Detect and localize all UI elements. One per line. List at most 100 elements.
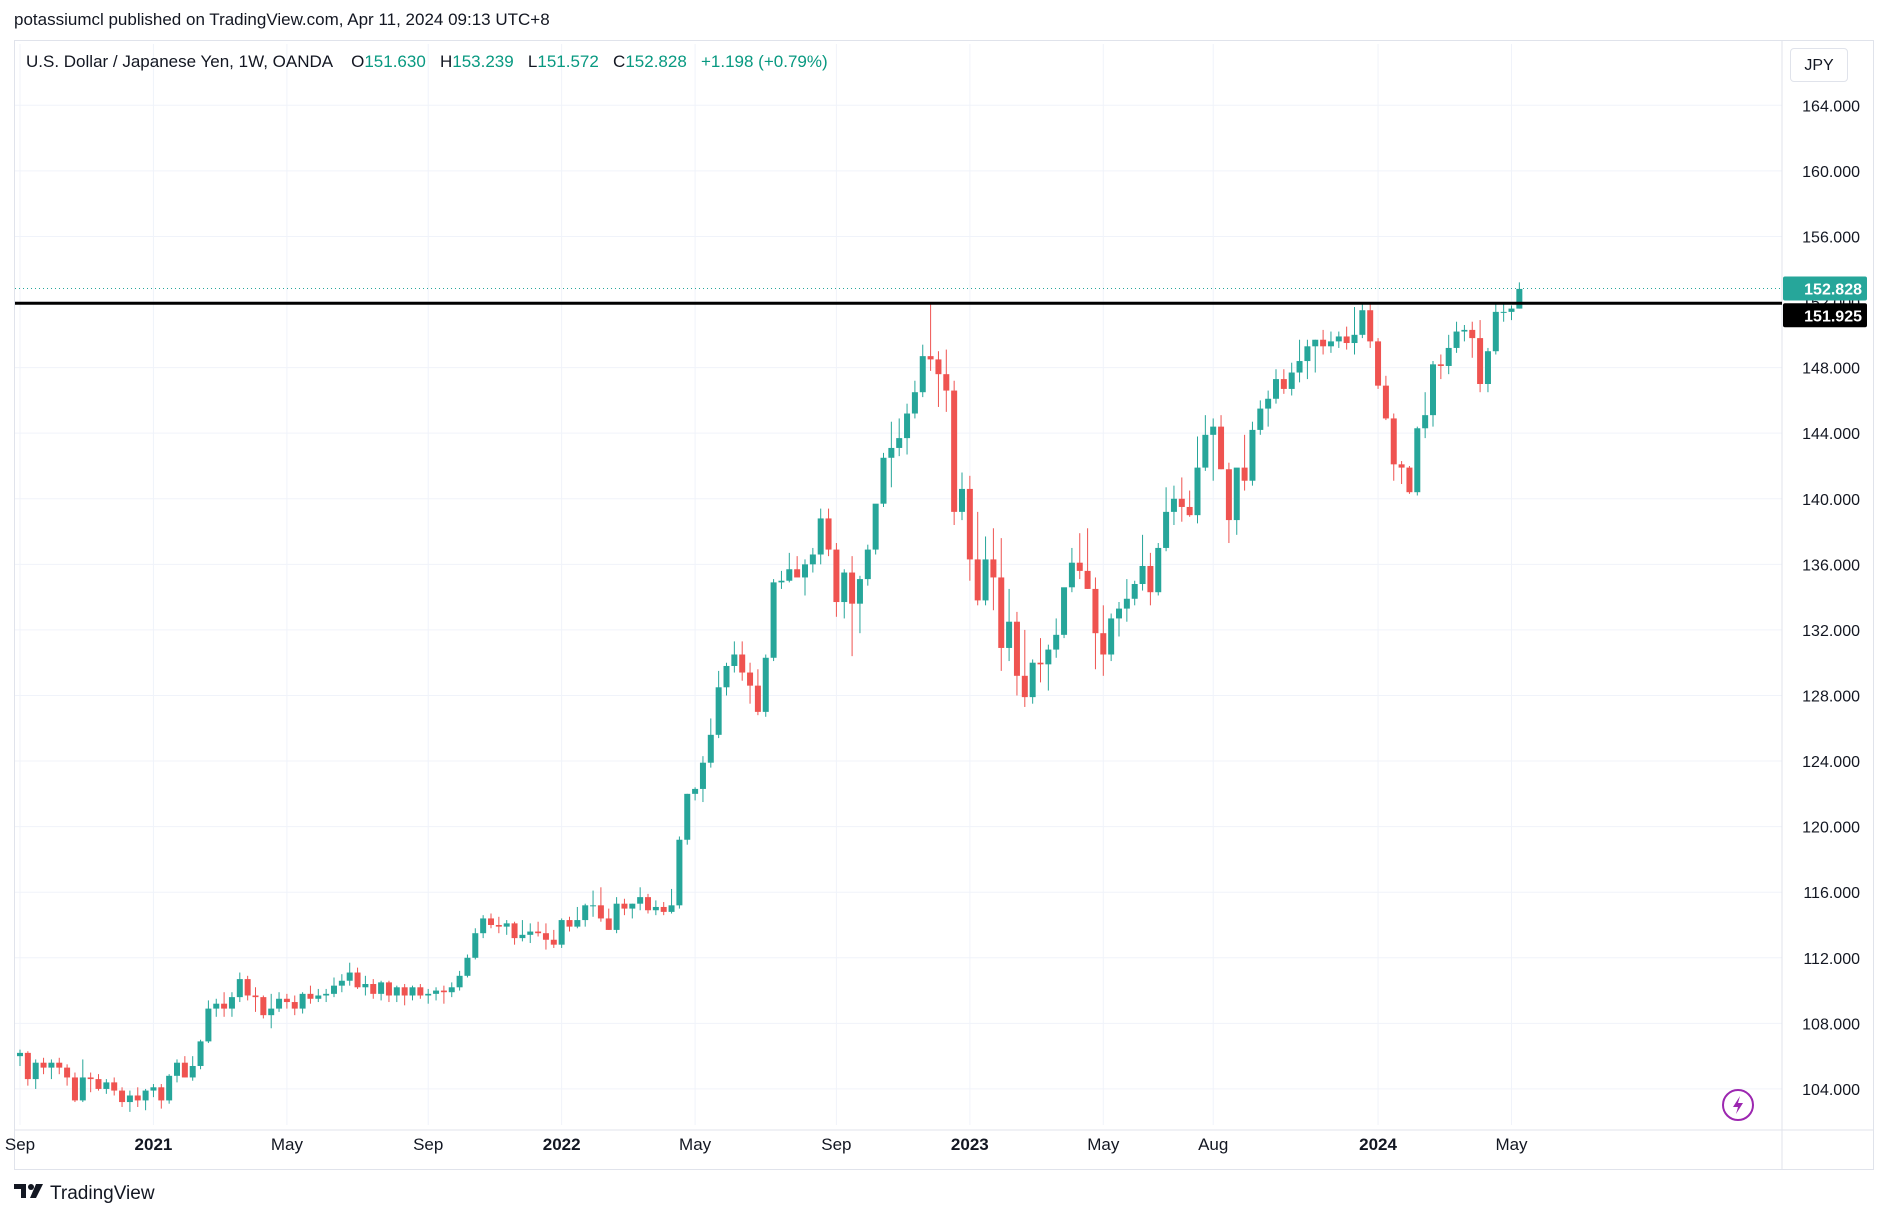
price-axis: 164.000160.000156.000152.000148.000144.0… xyxy=(1802,98,1860,1099)
candle xyxy=(1108,613,1115,662)
candle xyxy=(370,979,377,999)
candle xyxy=(1461,324,1468,342)
candle-body xyxy=(825,518,832,550)
candle-body xyxy=(1084,570,1091,589)
candle-body xyxy=(1359,310,1366,335)
candle xyxy=(715,670,722,739)
candle-body xyxy=(1382,385,1389,419)
candle-body xyxy=(754,685,761,712)
candle-body xyxy=(315,995,322,999)
candle xyxy=(1508,305,1515,321)
candle-body xyxy=(87,1077,94,1080)
candle xyxy=(111,1077,118,1096)
candle xyxy=(1186,490,1193,517)
lightning-icon[interactable] xyxy=(1722,1089,1754,1121)
candle-body xyxy=(32,1062,39,1080)
candle xyxy=(1390,413,1397,481)
candle xyxy=(268,993,275,1029)
line-price-tag: 151.925 xyxy=(1783,303,1867,328)
candle-body xyxy=(166,1075,173,1101)
candle-body xyxy=(1461,329,1468,332)
candle-body xyxy=(849,572,856,604)
y-tick-label: 144.000 xyxy=(1802,426,1860,443)
candle-body xyxy=(338,980,345,986)
candle-body xyxy=(260,997,267,1016)
candle-body xyxy=(1092,588,1099,634)
candle-body xyxy=(864,549,871,580)
candle xyxy=(943,349,950,412)
candle-body xyxy=(1194,467,1201,516)
candle-body xyxy=(833,549,840,603)
candle xyxy=(519,920,526,942)
candle xyxy=(440,985,447,1004)
candle-body xyxy=(1202,434,1209,468)
candle xyxy=(158,1084,165,1109)
currency-button[interactable]: JPY xyxy=(1790,48,1848,82)
candle-body xyxy=(1100,633,1107,655)
candle xyxy=(966,475,973,581)
candle xyxy=(480,915,487,939)
candle xyxy=(927,303,934,371)
candle xyxy=(24,1051,31,1086)
open-label: O xyxy=(351,52,365,71)
candle-body xyxy=(354,972,361,988)
y-tick-label: 160.000 xyxy=(1802,164,1860,181)
candle xyxy=(134,1087,141,1107)
candle xyxy=(150,1084,157,1098)
candle xyxy=(433,987,440,1001)
candle xyxy=(1320,329,1327,355)
candle xyxy=(1477,320,1484,393)
candle-body xyxy=(652,906,659,911)
candle xyxy=(558,918,565,948)
candle xyxy=(315,988,322,1003)
x-tick-label: 2024 xyxy=(1359,1135,1397,1154)
candle-body xyxy=(385,982,392,996)
y-tick-label: 108.000 xyxy=(1802,1016,1860,1033)
candle xyxy=(1414,426,1421,496)
candle xyxy=(1343,326,1350,350)
candle xyxy=(1453,321,1460,353)
candle xyxy=(998,538,1005,671)
candle-body xyxy=(1453,331,1460,348)
candle xyxy=(17,1049,23,1066)
candle xyxy=(276,992,283,1012)
candle-body xyxy=(119,1090,126,1103)
candle-body xyxy=(1390,418,1397,465)
candle-body xyxy=(448,987,455,993)
candle xyxy=(71,1072,78,1103)
candle-body xyxy=(362,984,369,988)
candle xyxy=(511,921,518,945)
candle xyxy=(119,1087,126,1107)
candle-body xyxy=(715,687,722,735)
close-value: 152.828 xyxy=(625,52,687,71)
candle xyxy=(1123,579,1130,622)
candle-body xyxy=(684,793,691,840)
candle xyxy=(1218,415,1225,470)
candle-body xyxy=(1273,379,1279,399)
symbol-title: U.S. Dollar / Japanese Yen, 1W, OANDA xyxy=(26,52,333,71)
candle-body xyxy=(1430,364,1436,416)
candle xyxy=(1249,421,1256,486)
candle-body xyxy=(331,985,337,994)
candle xyxy=(723,662,730,696)
low-label: L xyxy=(527,52,538,71)
candle-body xyxy=(299,993,306,1009)
candle xyxy=(1437,354,1444,380)
candle xyxy=(1430,361,1436,427)
y-tick-label: 148.000 xyxy=(1802,361,1860,378)
candle-body xyxy=(550,939,557,945)
candle xyxy=(456,970,463,991)
candle-body xyxy=(1249,429,1256,481)
candle-body xyxy=(456,975,463,988)
candle-body xyxy=(64,1067,71,1078)
candle xyxy=(1131,580,1138,606)
candle xyxy=(1163,487,1170,552)
candle xyxy=(260,995,267,1019)
candle xyxy=(935,351,942,407)
candle xyxy=(747,662,754,704)
candle xyxy=(346,962,353,986)
candle-body xyxy=(111,1082,118,1091)
tradingview-brand[interactable]: TradingView xyxy=(14,1182,155,1206)
x-tick-label: May xyxy=(1087,1135,1120,1154)
